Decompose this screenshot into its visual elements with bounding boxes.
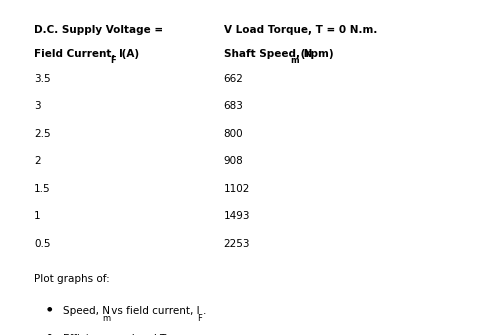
Text: ●: ●: [46, 334, 52, 335]
Text: Shaft Speed, N: Shaft Speed, N: [224, 49, 312, 59]
Text: 0.5: 0.5: [34, 239, 51, 249]
Text: m: m: [102, 314, 110, 323]
Text: 2.5: 2.5: [34, 129, 51, 139]
Text: 2253: 2253: [224, 239, 250, 249]
Text: Field Current, I: Field Current, I: [34, 49, 123, 59]
Text: vs field current, I: vs field current, I: [108, 306, 200, 316]
Text: 3: 3: [34, 101, 41, 111]
Text: 1: 1: [34, 211, 41, 221]
Text: 2: 2: [34, 156, 41, 166]
Text: 662: 662: [224, 74, 243, 84]
Text: .: .: [203, 306, 207, 316]
Text: (A): (A): [118, 49, 139, 59]
Text: Efficiency vs Load Torque.: Efficiency vs Load Torque.: [63, 334, 198, 335]
Text: V Load Torque, T = 0 N.m.: V Load Torque, T = 0 N.m.: [224, 25, 377, 35]
Text: 1.5: 1.5: [34, 184, 51, 194]
Text: 1102: 1102: [224, 184, 250, 194]
Text: m: m: [291, 56, 299, 65]
Text: ●: ●: [46, 306, 52, 311]
Text: Plot graphs of:: Plot graphs of:: [34, 274, 110, 284]
Text: 683: 683: [224, 101, 243, 111]
Text: 3.5: 3.5: [34, 74, 51, 84]
Text: Speed, N: Speed, N: [63, 306, 110, 316]
Text: D.C. Supply Voltage =: D.C. Supply Voltage =: [34, 25, 163, 35]
Text: 1493: 1493: [224, 211, 250, 221]
Text: F: F: [110, 56, 116, 65]
Text: 908: 908: [224, 156, 243, 166]
Text: (rpm): (rpm): [297, 49, 334, 59]
Text: F: F: [197, 314, 202, 323]
Text: 800: 800: [224, 129, 243, 139]
